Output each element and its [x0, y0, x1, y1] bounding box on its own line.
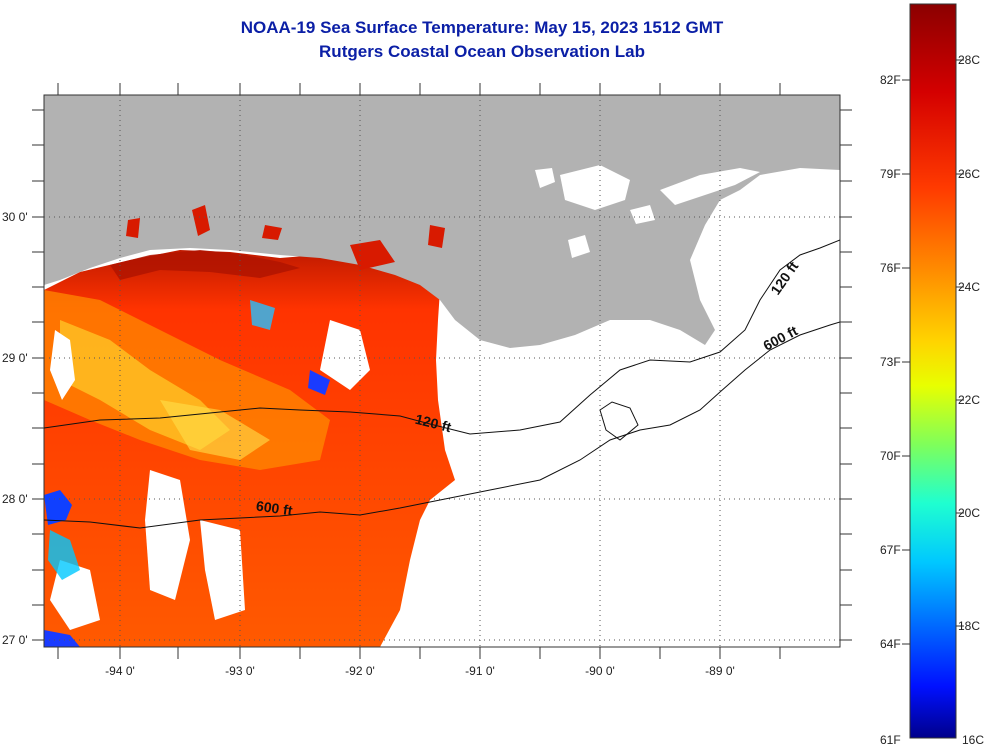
colorbar-f-64: 64F [880, 637, 901, 651]
sst-cold-spot [308, 370, 330, 395]
map-subtitle: Rutgers Coastal Ocean Observation Lab [319, 42, 645, 61]
colorbar-f-70: 70F [880, 449, 901, 463]
lat-label-27: 27 0' [2, 633, 28, 647]
plot-frame [43, 94, 841, 648]
contour-120ft [44, 239, 840, 435]
colorbar-f-82: 82F [880, 73, 901, 87]
lake [560, 165, 630, 210]
colorbar-f-61: 61F [880, 733, 901, 747]
colorbar-c-28: 28C [958, 53, 981, 67]
lake [568, 235, 590, 258]
colorbar-c-22: 22C [958, 393, 981, 407]
colorbar-f-67: 67F [880, 543, 901, 557]
contour-inner [599, 401, 639, 441]
colorbar-c-16: 16C [962, 733, 985, 747]
lat-label-30: 30 0' [2, 210, 28, 224]
cloud-gap [50, 330, 75, 400]
lon-label-91: -91 0' [465, 664, 495, 678]
gridlines [44, 95, 840, 647]
cloud-gap [145, 470, 190, 600]
lon-label-92: -92 0' [345, 664, 375, 678]
red-lagoon [126, 218, 140, 238]
lake [660, 168, 760, 205]
lat-label-28: 28 0' [2, 492, 28, 506]
sst-cold-spot [250, 300, 275, 330]
tick-marks [32, 83, 852, 659]
sst-cold-spot [48, 530, 80, 580]
sst-warm-coast [110, 250, 300, 280]
contour-600ft [44, 321, 840, 529]
lon-label-89: -89 0' [705, 664, 735, 678]
red-lagoon [428, 225, 445, 248]
colorbar-c-20: 20C [958, 506, 981, 520]
lake [630, 205, 655, 224]
lon-label-94: -94 0' [105, 664, 135, 678]
red-lagoon [192, 205, 210, 236]
colorbar-f-73: 73F [880, 355, 901, 369]
map-title: NOAA-19 Sea Surface Temperature: May 15,… [240, 18, 724, 37]
sst-orange-patch [44, 290, 330, 470]
red-lagoon [262, 225, 282, 240]
colorbar-f-76: 76F [880, 261, 901, 275]
lon-label-90: -90 0' [585, 664, 615, 678]
colorbar-c-24: 24C [958, 280, 981, 294]
colorbar-f-79: 79F [880, 167, 901, 181]
lat-label-29: 29 0' [2, 351, 28, 365]
cloud-gap [200, 520, 245, 620]
sst-cold-spot [44, 630, 80, 647]
colorbar-c-18: 18C [958, 619, 981, 633]
colorbar-c-26: 26C [958, 167, 981, 181]
lake [535, 168, 555, 188]
cloud-gap [320, 320, 370, 390]
red-lagoon [350, 240, 395, 270]
lon-label-93: -93 0' [225, 664, 255, 678]
land-mass [44, 95, 840, 348]
